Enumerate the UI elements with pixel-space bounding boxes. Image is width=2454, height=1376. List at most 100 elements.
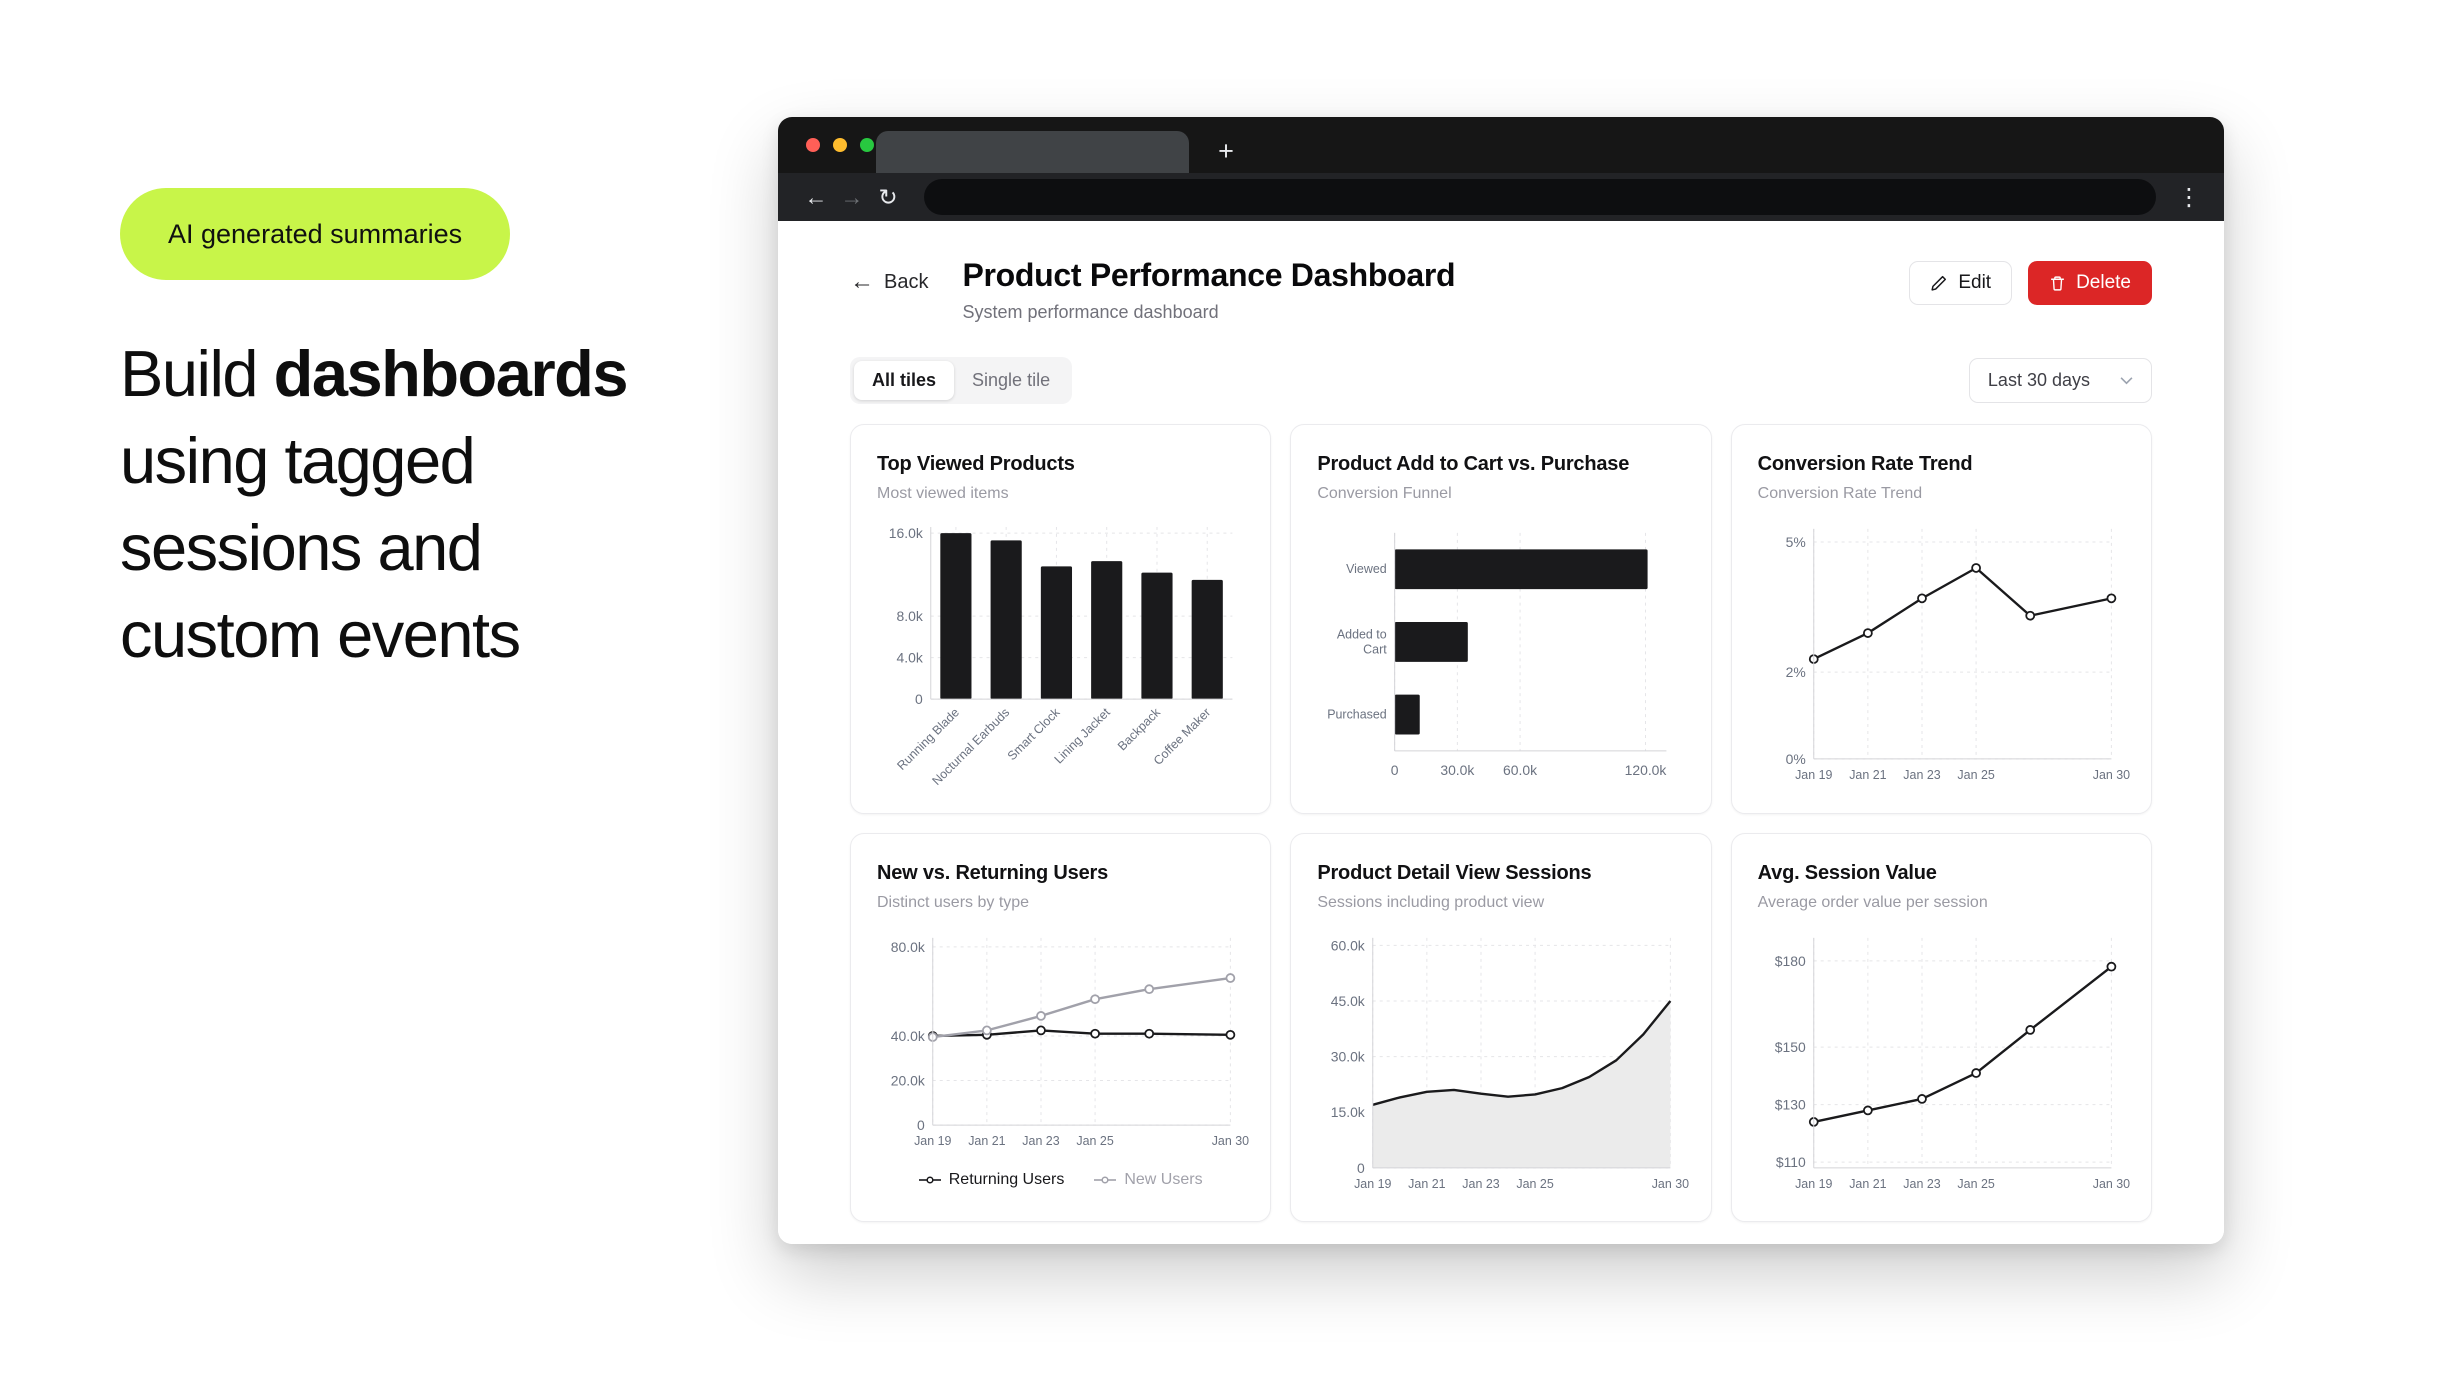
- card-subtitle: Distinct users by type: [877, 893, 1030, 911]
- date-range-select[interactable]: Last 30 days: [1968, 358, 2152, 403]
- svg-text:Backpack: Backpack: [1115, 705, 1164, 754]
- chart-legend: Returning Users New Users: [877, 1171, 1244, 1189]
- delete-button[interactable]: Delete: [2028, 261, 2152, 305]
- kebab-menu-icon[interactable]: ⋮: [2177, 183, 2201, 211]
- delete-label: Delete: [2076, 272, 2131, 293]
- svg-text:2%: 2%: [1785, 664, 1805, 680]
- card-title: New vs. Returning Users: [877, 861, 1109, 884]
- browser-toolbar: ← → ↻ ⋮: [778, 173, 2224, 221]
- svg-text:45.0k: 45.0k: [1331, 993, 1365, 1009]
- window-controls: [806, 138, 874, 152]
- controls-row: All tiles Single tile Last 30 days: [850, 357, 2152, 404]
- chart-card-add-to-cart-vs-purchase: Product Add to Cart vs. Purchase Convers…: [1290, 424, 1712, 814]
- svg-text:$130: $130: [1774, 1096, 1805, 1112]
- headline-line3: sessions and: [120, 511, 483, 584]
- svg-text:Jan 21: Jan 21: [1409, 1177, 1446, 1191]
- back-label: Back: [884, 270, 929, 293]
- svg-text:Jan 25: Jan 25: [1957, 768, 1994, 782]
- svg-text:Jan 19: Jan 19: [1354, 1177, 1391, 1191]
- chart-card-product-detail-view-sessions: Product Detail View Sessions Sessions in…: [1290, 832, 1712, 1223]
- headline: Build dashboards using tagged sessions a…: [120, 330, 629, 678]
- tab-all-tiles[interactable]: All tiles: [854, 361, 955, 400]
- chevron-down-icon: [2120, 377, 2133, 385]
- conversion-rate-trend-chart: 0% 2% 5% Jan 19 Jan 21 Jan 23 Jan 25 Jan 30: [1785, 528, 2130, 782]
- product-detail-view-sessions-chart: 0 15.0k 30.0k 45.0k 60.0k Jan 19 Jan 21 Jan 23 J…: [1331, 937, 1689, 1191]
- headline-line1-regular: Build: [120, 337, 274, 410]
- dashboard-page: ← Back Product Performance Dashboard Sys…: [778, 221, 2224, 1244]
- svg-text:5%: 5%: [1785, 534, 1805, 550]
- svg-text:$150: $150: [1774, 1039, 1805, 1055]
- svg-text:15.0k: 15.0k: [1331, 1104, 1365, 1120]
- svg-text:Jan 23: Jan 23: [1463, 1177, 1500, 1191]
- back-nav-icon[interactable]: ←: [804, 184, 828, 210]
- svg-text:$110: $110: [1776, 1154, 1806, 1170]
- svg-text:Jan 19: Jan 19: [1795, 768, 1832, 782]
- svg-text:4.0k: 4.0k: [896, 650, 922, 666]
- forward-nav-icon[interactable]: →: [840, 184, 864, 210]
- maximize-button[interactable]: [860, 138, 874, 152]
- card-title: Avg. Session Value: [1757, 861, 1937, 884]
- reload-icon[interactable]: ↻: [878, 184, 898, 210]
- legend-label: New Users: [1124, 1170, 1203, 1188]
- svg-text:80.0k: 80.0k: [891, 939, 925, 955]
- headline-line4: custom events: [120, 598, 521, 671]
- legend-new-users[interactable]: New Users: [1094, 1170, 1203, 1189]
- svg-text:Jan 23: Jan 23: [1903, 768, 1940, 782]
- chart-card-conversion-rate-trend: Conversion Rate Trend Conversion Rate Tr…: [1730, 424, 2152, 814]
- svg-text:8.0k: 8.0k: [896, 608, 922, 624]
- close-button[interactable]: [806, 138, 820, 152]
- legend-line-marker-icon: [1094, 1176, 1117, 1184]
- browser-window: + ← → ↻ ⋮ ← Back Product Performance Das…: [778, 117, 2224, 1244]
- svg-text:30.0k: 30.0k: [1441, 762, 1475, 778]
- svg-text:$180: $180: [1774, 953, 1805, 969]
- tiles-grid: Top Viewed Products Most viewed items 0 4…: [850, 424, 2152, 1223]
- svg-text:Jan 21: Jan 21: [1849, 768, 1886, 782]
- svg-text:0: 0: [915, 691, 923, 707]
- svg-text:60.0k: 60.0k: [1331, 937, 1365, 953]
- chart-card-avg-session-value: Avg. Session Value Average order value p…: [1730, 832, 2152, 1223]
- svg-text:Added to: Added to: [1337, 627, 1387, 641]
- pencil-icon: [1931, 275, 1947, 291]
- svg-text:0: 0: [1391, 762, 1399, 778]
- new-tab-button[interactable]: +: [1218, 135, 1234, 166]
- edit-label: Edit: [1958, 272, 1992, 293]
- headline-line2: using tagged: [120, 424, 476, 497]
- minimize-button[interactable]: [833, 138, 847, 152]
- page-subtitle: System performance dashboard: [962, 302, 1219, 322]
- tab-single-tile[interactable]: Single tile: [972, 370, 1051, 390]
- svg-text:Jan 25: Jan 25: [1517, 1177, 1554, 1191]
- browser-tab-strip: +: [778, 117, 2224, 173]
- svg-text:Jan 30: Jan 30: [1652, 1177, 1689, 1191]
- svg-text:16.0k: 16.0k: [889, 525, 923, 541]
- card-subtitle: Conversion Funnel: [1317, 485, 1452, 502]
- title-block: Product Performance Dashboard System per…: [962, 257, 1455, 323]
- svg-text:Jan 21: Jan 21: [968, 1134, 1005, 1148]
- svg-text:0: 0: [1357, 1160, 1365, 1176]
- back-link[interactable]: ← Back: [850, 270, 928, 294]
- svg-text:Jan 19: Jan 19: [914, 1134, 951, 1148]
- svg-text:Viewed: Viewed: [1346, 562, 1387, 576]
- page-header: ← Back Product Performance Dashboard Sys…: [850, 221, 2152, 323]
- chart-card-new-vs-returning-users: New vs. Returning Users Distinct users b…: [850, 832, 1272, 1223]
- svg-text:Cart: Cart: [1364, 642, 1388, 656]
- edit-button[interactable]: Edit: [1909, 261, 2013, 305]
- new-vs-returning-users-chart: 0 20.0k 40.0k 80.0k Jan 19 Jan 21 Jan 23 Jan 25…: [891, 937, 1249, 1148]
- browser-tab[interactable]: [876, 131, 1189, 173]
- svg-text:Jan 23: Jan 23: [1022, 1134, 1059, 1148]
- svg-text:Jan 30: Jan 30: [1212, 1134, 1249, 1148]
- svg-text:30.0k: 30.0k: [1331, 1048, 1365, 1064]
- header-actions: Edit Delete: [1909, 261, 2152, 305]
- ai-summaries-badge: AI generated summaries: [120, 188, 511, 280]
- legend-returning-users[interactable]: Returning Users: [918, 1171, 1064, 1189]
- card-title: Conversion Rate Trend: [1757, 453, 1973, 475]
- card-subtitle: Sessions including product view: [1317, 893, 1545, 911]
- url-bar[interactable]: [924, 179, 2156, 215]
- svg-text:0: 0: [917, 1117, 925, 1133]
- headline-line1-bold: dashboards: [273, 337, 629, 410]
- tile-view-toggle: All tiles Single tile: [850, 357, 1073, 404]
- avg-session-value-chart: $110 $130 $150 $180 Jan 19 Jan 21 Jan 23 Jan 25…: [1774, 937, 2130, 1191]
- card-subtitle: Most viewed items: [877, 485, 1009, 502]
- svg-text:Jan 23: Jan 23: [1903, 1177, 1940, 1191]
